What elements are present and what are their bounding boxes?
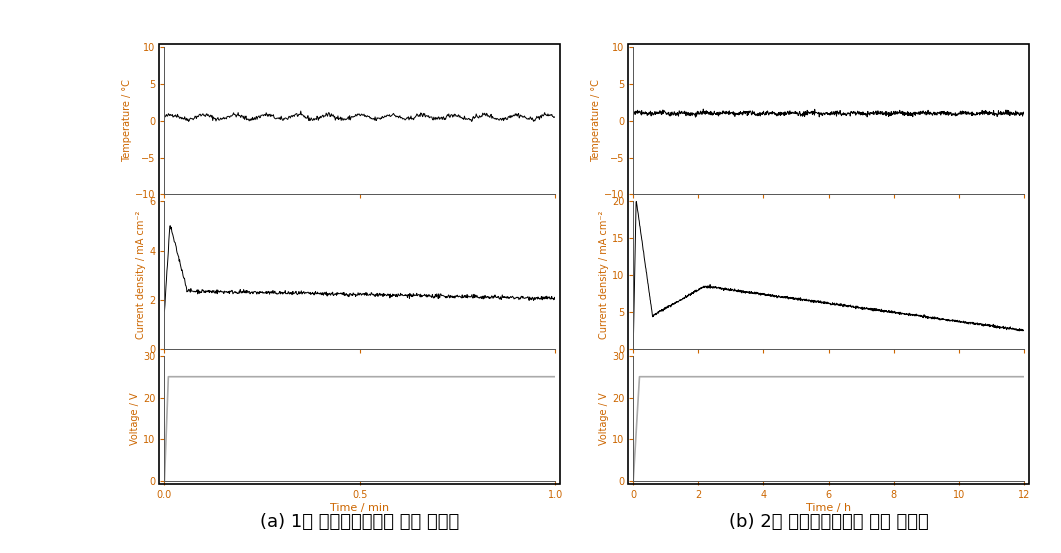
- Y-axis label: Current density / mA cm⁻²: Current density / mA cm⁻²: [137, 211, 146, 340]
- X-axis label: Time / min: Time / min: [330, 503, 389, 513]
- Y-axis label: Temperature / °C: Temperature / °C: [591, 79, 601, 162]
- Text: (b) 2차 양극산화시간에 따른 그래프: (b) 2차 양극산화시간에 따른 그래프: [729, 513, 928, 531]
- Y-axis label: Voltage / V: Voltage / V: [131, 392, 140, 445]
- X-axis label: Time / h: Time / h: [806, 503, 851, 513]
- Y-axis label: Current density / mA cm⁻²: Current density / mA cm⁻²: [599, 211, 609, 340]
- Y-axis label: Temperature / °C: Temperature / °C: [122, 79, 133, 162]
- Text: (a) 1차 양극산화시간에 따른 그래프: (a) 1차 양극산화시간에 따른 그래프: [260, 513, 459, 531]
- Y-axis label: Voltage / V: Voltage / V: [599, 392, 609, 445]
